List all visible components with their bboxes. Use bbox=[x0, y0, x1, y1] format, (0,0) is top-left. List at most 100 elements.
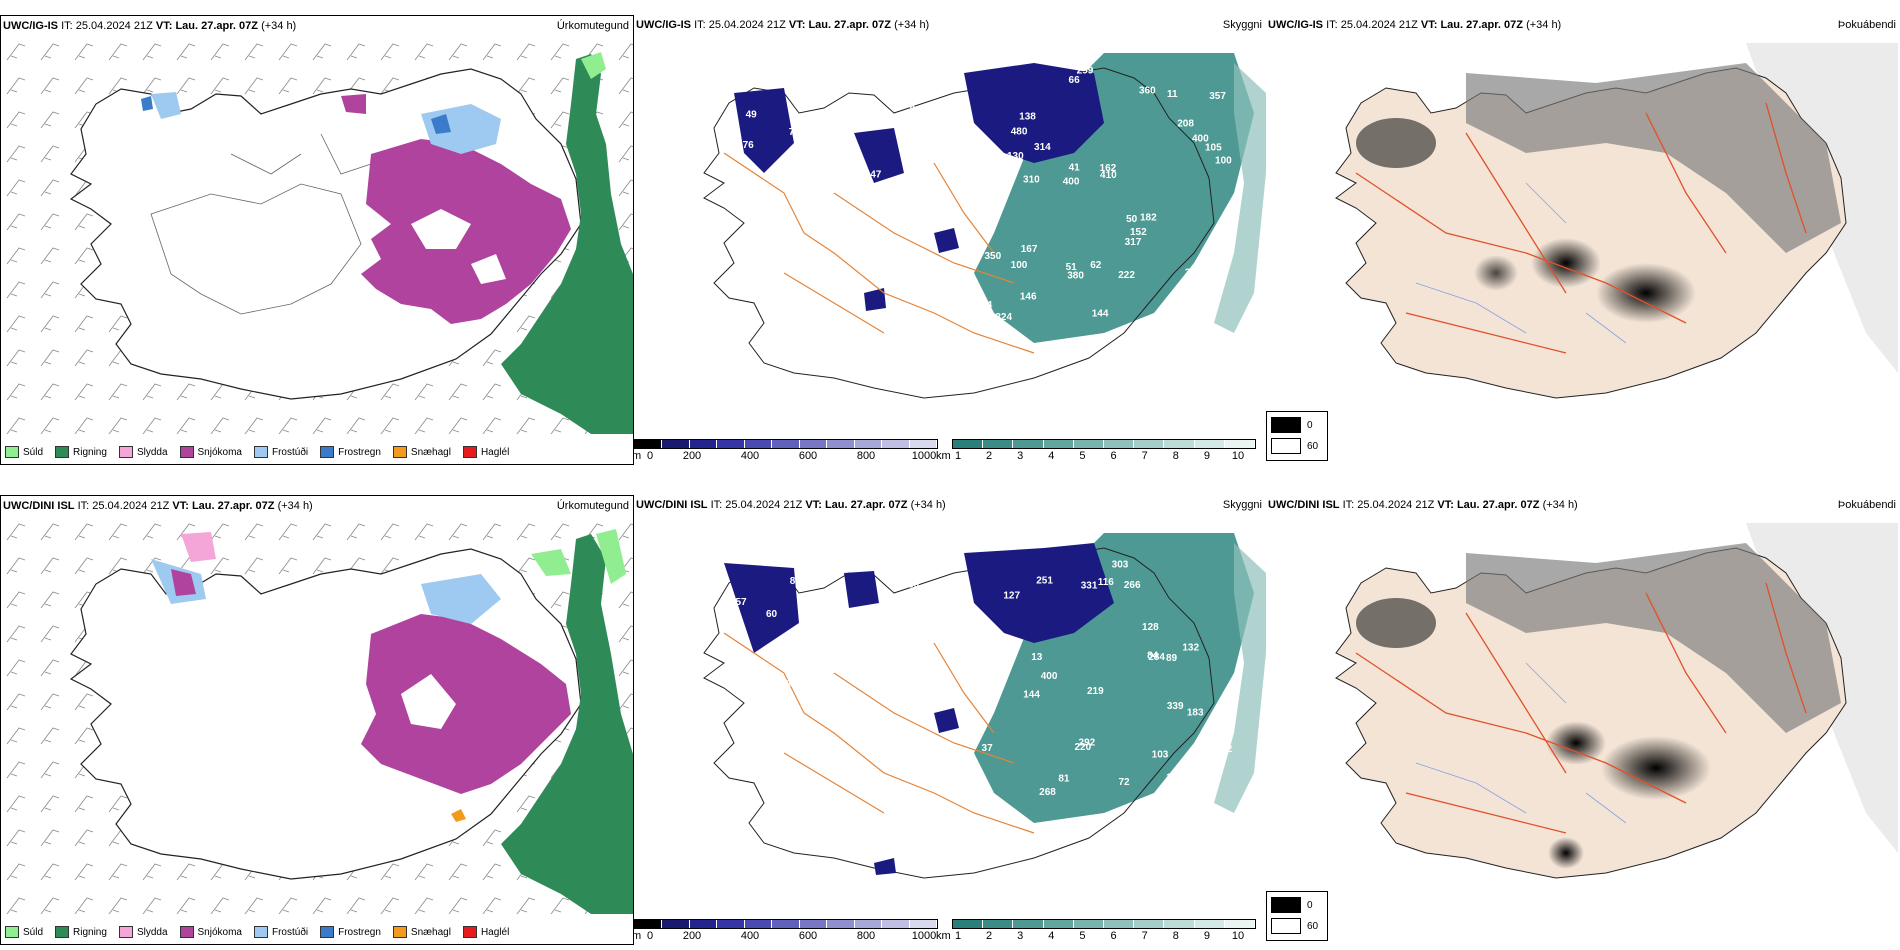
colorbar-tick: 0 bbox=[646, 450, 654, 462]
colorbar-tick: 10 bbox=[1231, 450, 1245, 462]
legend-swatch bbox=[5, 446, 19, 458]
legend-swatch bbox=[253, 446, 268, 458]
visibility-value-label: 120 bbox=[800, 699, 817, 710]
colorbar-segment bbox=[854, 440, 883, 448]
colorbar-segment bbox=[827, 920, 855, 928]
colorbar-tick: 6 bbox=[1110, 450, 1117, 462]
visibility-value-label: 60 bbox=[766, 609, 778, 620]
visibility-value-label: 182 bbox=[1140, 213, 1157, 224]
visibility-value-label: 50 bbox=[1126, 214, 1138, 225]
colorbar-segment bbox=[953, 440, 984, 448]
visibility-value-label: 50 bbox=[908, 579, 920, 590]
visibility-value-label: 62 bbox=[1090, 260, 1102, 271]
visibility-value-label: 79 bbox=[741, 691, 753, 702]
visibility-value-label: 92 bbox=[916, 608, 928, 619]
colorbar-segment bbox=[827, 440, 855, 448]
colorbar-segment bbox=[662, 440, 690, 448]
colorbar-tick: 1000 bbox=[911, 930, 937, 942]
legend-label: Snæhagl bbox=[410, 926, 451, 938]
fog-panel-row2: UWC/DINI ISL IT: 25.04.2024 21Z VT: Lau.… bbox=[1266, 495, 1900, 945]
legend-label: Snjókoma bbox=[197, 926, 242, 938]
visibility-value-label: 130 bbox=[1007, 151, 1024, 162]
colorbar-segment bbox=[1224, 920, 1256, 928]
visibility-value-label: 357 bbox=[1209, 91, 1226, 102]
visibility-value-label: 89 bbox=[1166, 653, 1178, 664]
colorbar-segment bbox=[882, 920, 910, 928]
colorbar-tick: 1 bbox=[954, 450, 962, 462]
colorbar-tick: 600 bbox=[798, 930, 818, 942]
visibility-value-label: 81 bbox=[790, 576, 802, 587]
colorbar-segment bbox=[662, 920, 690, 928]
colorbar-tick: 8 bbox=[1172, 450, 1179, 462]
visibility-value-label: 142 bbox=[1215, 744, 1232, 755]
visibility-value-label: 251 bbox=[1036, 576, 1053, 587]
visibility-value-label: 59 bbox=[900, 616, 912, 627]
visibility-value-label: 167 bbox=[1021, 244, 1038, 255]
panel-header: UWC/DINI ISL IT: 25.04.2024 21Z VT: Lau.… bbox=[1268, 499, 1578, 511]
colorbar-tick: 400 bbox=[740, 450, 760, 462]
legend-label: Frostúði bbox=[271, 926, 309, 938]
visibility-value-label: 57 bbox=[735, 597, 747, 608]
visibility-value-label: 32 bbox=[808, 111, 820, 122]
visibility-value-label: 128 bbox=[1142, 622, 1159, 633]
fog-map bbox=[1335, 43, 1898, 399]
colorbar-tick: 7 bbox=[1141, 450, 1148, 462]
colorbar-segment bbox=[1194, 440, 1225, 448]
fog-legend-swatch bbox=[1271, 897, 1301, 913]
legend-label: Súld bbox=[23, 446, 44, 458]
visibility-value-label: 314 bbox=[1034, 142, 1051, 153]
legend-swatch bbox=[462, 446, 477, 458]
colorbar-segment bbox=[953, 920, 984, 928]
colorbar-segment bbox=[744, 440, 773, 448]
legend-swatch bbox=[392, 926, 407, 938]
panel-title: Skyggni bbox=[1222, 19, 1262, 31]
panel-header: UWC/IG-IS IT: 25.04.2024 21Z VT: Lau. 27… bbox=[1268, 19, 1562, 31]
colorbar-segment bbox=[1164, 440, 1195, 448]
precip-panel-row2: UWC/DINI ISL IT: 25.04.2024 21Z VT: Lau.… bbox=[0, 495, 634, 945]
visibility-value-label: 303 bbox=[1112, 559, 1129, 570]
visibility-value-label: 13 bbox=[1031, 652, 1043, 663]
visibility-value-label: 360 bbox=[1139, 86, 1156, 97]
visibility-value-label: 350 bbox=[984, 251, 1001, 262]
visibility-value-label: 37 bbox=[853, 117, 865, 128]
fog-index-legend: 0 60 bbox=[1266, 891, 1328, 941]
visibility-value-label: 292 bbox=[1079, 737, 1096, 748]
visibility-value-label: 37 bbox=[982, 743, 994, 754]
legend-swatch bbox=[118, 446, 133, 458]
legend-label: Rigning bbox=[73, 446, 107, 458]
colorbar-tick: 400 bbox=[740, 930, 760, 942]
visibility-value-label: 144 bbox=[1023, 690, 1040, 701]
colorbar-segment bbox=[1043, 920, 1074, 928]
legend-label: Rigning bbox=[73, 926, 107, 938]
colorbar-tick: 4 bbox=[1048, 450, 1055, 462]
visibility-value-label: 84 bbox=[910, 105, 922, 116]
colorbar-segment bbox=[983, 920, 1014, 928]
visibility-value-label: 220 bbox=[1074, 742, 1091, 753]
visibility-value-label: 92 bbox=[734, 208, 746, 219]
visibility-value-label: 82 bbox=[833, 607, 845, 618]
visibility-colorbar: km 1 2 3 4 5 6 7 8 9 10 bbox=[936, 919, 1256, 943]
visibility-value-label: 47 bbox=[870, 169, 882, 180]
visibility-value-label: 273 bbox=[980, 684, 997, 695]
legend-label: Snjókoma bbox=[197, 446, 242, 458]
legend-label: Slydda bbox=[136, 446, 168, 458]
colorbar-tick: 800 bbox=[856, 450, 876, 462]
visibility-value-label: 144 bbox=[1092, 309, 1109, 320]
fog-legend-label: 0 bbox=[1307, 419, 1313, 431]
visibility-value-label: 61 bbox=[828, 124, 840, 135]
colorbar-tick: 2 bbox=[986, 450, 993, 462]
colorbar-tick: 1000 bbox=[911, 450, 937, 462]
visibility-value-label: 400 bbox=[1063, 176, 1080, 187]
colorbar-segment bbox=[1073, 440, 1105, 448]
fog-panel-row1: UWC/IG-IS IT: 25.04.2024 21Z VT: Lau. 27… bbox=[1266, 15, 1900, 465]
visibility-value-label: 170 bbox=[1166, 773, 1183, 784]
visibility-value-label: 380 bbox=[1067, 271, 1084, 282]
visibility-value-label: 49 bbox=[746, 109, 758, 120]
fog-legend-label: 60 bbox=[1307, 920, 1319, 932]
colorbar-segment bbox=[689, 920, 718, 928]
visibility-value-label: 569 bbox=[1168, 295, 1185, 306]
visibility-value-label: 72 bbox=[896, 674, 908, 685]
panel-header: UWC/IG-IS IT: 25.04.2024 21Z VT: Lau. 27… bbox=[636, 19, 930, 31]
colorbar-segment bbox=[635, 920, 663, 928]
colorbar-segment bbox=[1104, 440, 1135, 448]
